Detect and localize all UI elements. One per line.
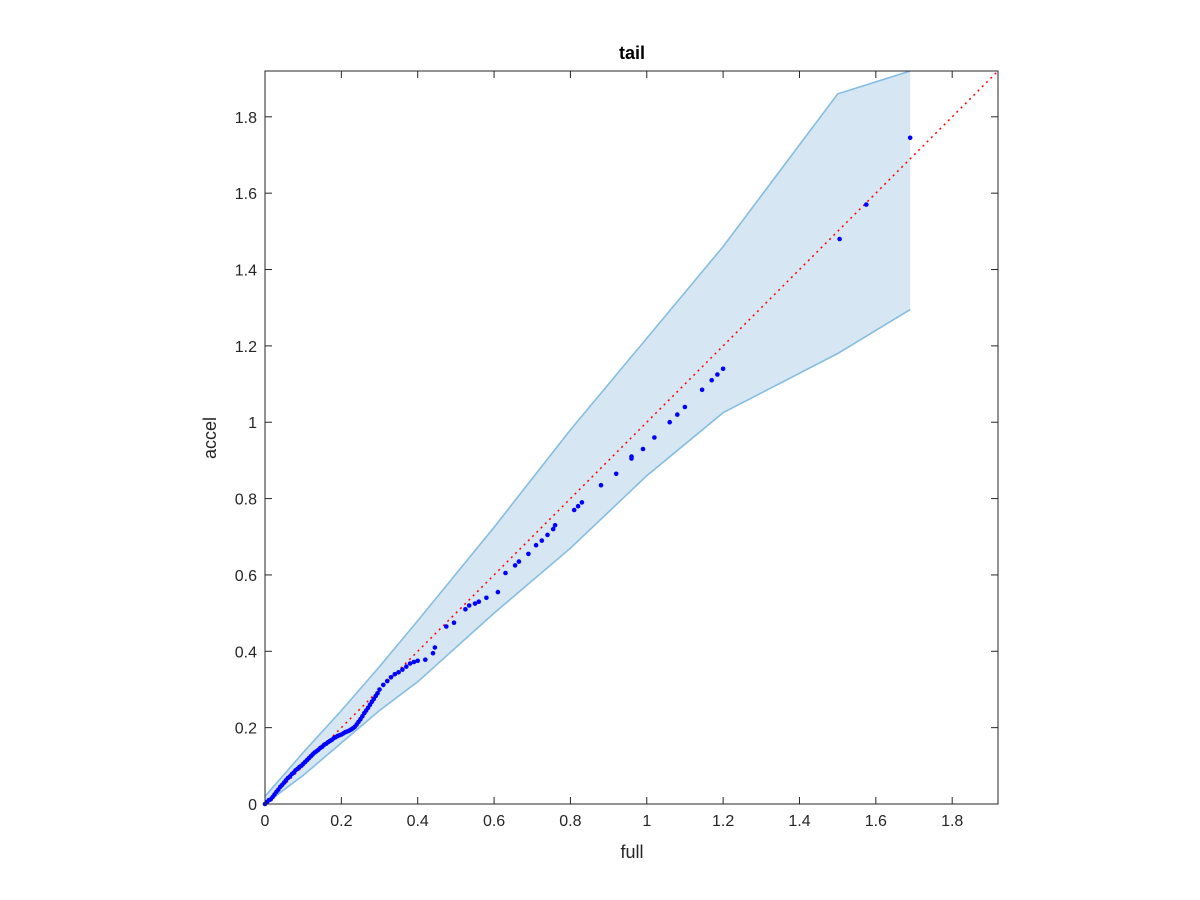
data-point [512, 563, 518, 568]
y-tick-label: 0 [248, 797, 257, 814]
data-point [472, 601, 478, 606]
x-tick-label: 1.6 [865, 813, 887, 830]
data-point [699, 387, 705, 393]
data-point [396, 670, 401, 675]
data-point [451, 620, 457, 625]
x-tick-label: 1.4 [788, 813, 810, 830]
data-point [545, 532, 550, 538]
confidence-band [265, 71, 911, 804]
data-point [516, 559, 522, 564]
x-tick-label: 0.4 [407, 813, 429, 830]
data-point [400, 667, 405, 672]
data-point [552, 523, 558, 528]
data-point [375, 691, 380, 696]
data-point [720, 366, 726, 372]
y-tick-label: 1.2 [235, 339, 257, 356]
data-point [613, 471, 619, 477]
data-point [709, 377, 714, 383]
data-point [907, 135, 913, 141]
y-tick-label: 0.4 [235, 644, 257, 661]
x-tick-label: 1 [642, 813, 651, 830]
chart-title: tail [619, 43, 645, 63]
data-point [837, 236, 842, 242]
x-tick-label: 0 [261, 813, 270, 830]
data-point [411, 659, 417, 665]
data-point [715, 372, 720, 377]
plot-area: 0 0.2 0.4 0.6 0.8 1 1.2 1.4 1.6 1.8 0 0.2 0.4 0.6 0.8 1… [235, 70, 999, 830]
data-point [404, 664, 409, 669]
data-point [640, 446, 646, 452]
x-axis-label: full [620, 842, 643, 862]
data-point [503, 570, 508, 576]
data-point [381, 682, 386, 688]
y-tick-label: 1 [248, 415, 257, 432]
data-point [652, 435, 657, 440]
x-tick-label: 1.2 [712, 813, 734, 830]
data-point [675, 412, 680, 417]
data-point [495, 589, 501, 595]
band-lower-edge [265, 308, 911, 804]
data-point [392, 671, 398, 677]
data-point [539, 538, 545, 543]
x-tick-label: 0.6 [483, 813, 505, 830]
data-point [526, 551, 531, 557]
x-tick-label: 0.2 [330, 813, 352, 830]
data-point [430, 650, 436, 656]
data-point [598, 482, 604, 488]
data-point [463, 607, 468, 612]
x-tick-label: 0.8 [559, 813, 581, 830]
data-point [629, 454, 634, 459]
data-point [575, 503, 581, 509]
data-point [423, 657, 428, 662]
data-point [388, 675, 394, 680]
band-upper-edge [265, 71, 911, 797]
y-tick-label: 1.4 [235, 263, 257, 280]
data-point [384, 678, 390, 684]
data-point [407, 661, 413, 666]
y-tick-label: 0.8 [235, 492, 257, 509]
data-point [466, 603, 472, 608]
y-tick-label: 1.6 [235, 186, 257, 203]
data-point [484, 595, 489, 601]
data-point [476, 599, 482, 604]
y-tick-label: 0.2 [235, 721, 257, 738]
data-point [864, 202, 869, 207]
y-tick-label: 1.8 [235, 110, 257, 127]
x-tick-label: 1.8 [941, 813, 963, 830]
data-point [550, 526, 556, 532]
y-tick-label: 0.6 [235, 568, 257, 585]
data-point [667, 419, 672, 425]
data-point [415, 658, 421, 664]
y-axis-label: accel [200, 417, 220, 459]
data-point [579, 500, 585, 505]
axes-frame [264, 70, 999, 805]
data-point [377, 687, 382, 692]
data-point [432, 645, 438, 650]
data-point [444, 624, 449, 629]
data-point [571, 507, 577, 513]
data-point [682, 404, 688, 410]
data-point [533, 542, 539, 548]
